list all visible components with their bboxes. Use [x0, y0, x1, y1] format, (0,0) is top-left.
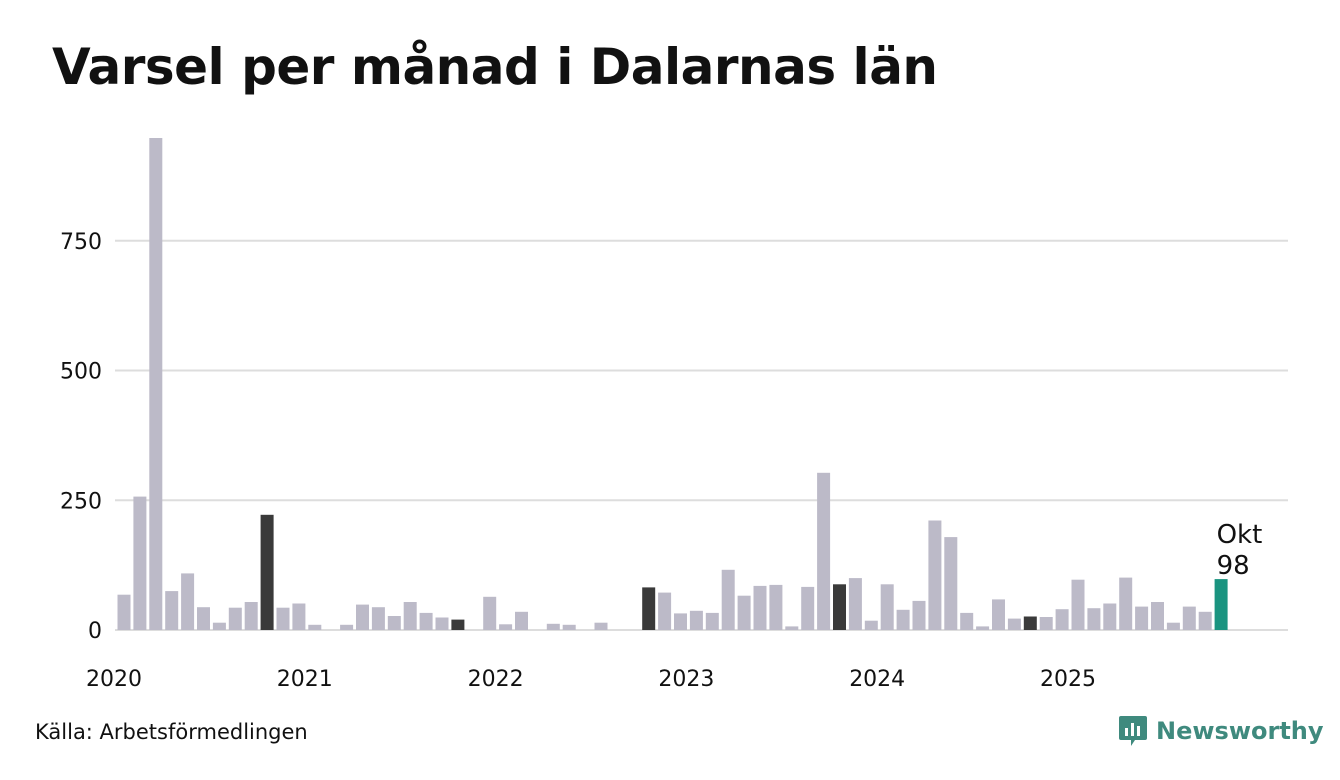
bar-24 [499, 624, 513, 630]
y-tick-label-250: 250 [60, 489, 102, 514]
bar-17 [387, 616, 401, 630]
bar-38 [721, 569, 735, 630]
bar-16 [371, 607, 385, 630]
bar-57 [1023, 616, 1037, 630]
bar-44 [817, 472, 831, 630]
bar-63 [1119, 577, 1133, 630]
bar-14 [340, 624, 354, 630]
bar-7 [228, 607, 242, 630]
bar-5 [197, 607, 210, 630]
bar-62 [1103, 603, 1117, 630]
bar-19 [419, 612, 433, 630]
bar-54 [976, 626, 990, 630]
bar-43 [801, 586, 815, 630]
x-tick-label-2021: 2021 [277, 667, 333, 692]
bar-55 [992, 599, 1005, 630]
annotation-month: Okt [1217, 520, 1263, 550]
x-tick-label-2024: 2024 [849, 667, 905, 692]
bar-23 [483, 596, 497, 630]
annotation-value: 98 [1217, 551, 1250, 581]
bar-59 [1055, 609, 1069, 630]
bar-52 [944, 537, 958, 630]
bar-4 [181, 573, 195, 630]
y-tick-label-0: 0 [88, 619, 102, 644]
bar-56 [1007, 618, 1021, 630]
bar-49 [896, 609, 910, 630]
bar-51 [928, 520, 942, 630]
bar-33 [642, 587, 656, 630]
bar-40 [753, 585, 767, 630]
bar-36 [689, 610, 703, 630]
chart-title: Varsel per månad i Dalarnas län [52, 38, 938, 96]
newsworthy-logo-icon [1119, 716, 1147, 746]
bar-60 [1071, 579, 1085, 630]
bar-0 [117, 594, 131, 630]
bar-9 [260, 514, 274, 630]
bar-18 [403, 602, 417, 630]
bar-53 [960, 612, 974, 630]
bar-34 [658, 592, 672, 630]
bar-69 [1214, 579, 1228, 630]
bar-27 [546, 623, 560, 630]
bar-3 [165, 591, 179, 630]
bar-30 [594, 622, 608, 630]
x-tick-label-2020: 2020 [86, 667, 142, 692]
bar-50 [912, 600, 926, 630]
x-tick-label-2022: 2022 [468, 667, 524, 692]
bar-20 [435, 617, 449, 630]
bar-58 [1039, 617, 1053, 630]
bar-6 [212, 622, 226, 630]
bar-8 [244, 602, 258, 630]
bar-41 [769, 584, 783, 630]
brand-logo: Newsworthy [1118, 714, 1324, 748]
bar-61 [1087, 608, 1101, 630]
bar-37 [705, 612, 719, 630]
y-tick-label-750: 750 [60, 230, 102, 255]
bar-21 [451, 619, 465, 630]
bar-39 [737, 595, 751, 630]
x-tick-label-2025: 2025 [1040, 667, 1096, 692]
bar-2 [149, 138, 163, 630]
bar-35 [674, 613, 687, 630]
bar-12 [308, 624, 322, 630]
bar-25 [515, 611, 528, 630]
bar-15 [356, 604, 369, 630]
bar-28 [562, 624, 576, 630]
x-tick-label-2023: 2023 [658, 667, 714, 692]
bar-42 [785, 626, 799, 630]
bar-64 [1135, 606, 1149, 630]
source-label: Källa: Arbetsförmedlingen [35, 720, 308, 744]
bar-66 [1166, 622, 1180, 630]
brand-name: Newsworthy [1156, 717, 1324, 745]
bar-65 [1151, 602, 1164, 630]
bar-67 [1182, 606, 1196, 630]
bar-47 [864, 620, 878, 630]
bar-68 [1198, 611, 1212, 630]
bar-1 [133, 496, 147, 630]
y-tick-label-500: 500 [60, 360, 102, 385]
bar-45 [833, 584, 846, 630]
bar-11 [292, 603, 306, 630]
bar-48 [880, 584, 894, 630]
bar-46 [848, 578, 862, 630]
bar-10 [276, 607, 290, 630]
